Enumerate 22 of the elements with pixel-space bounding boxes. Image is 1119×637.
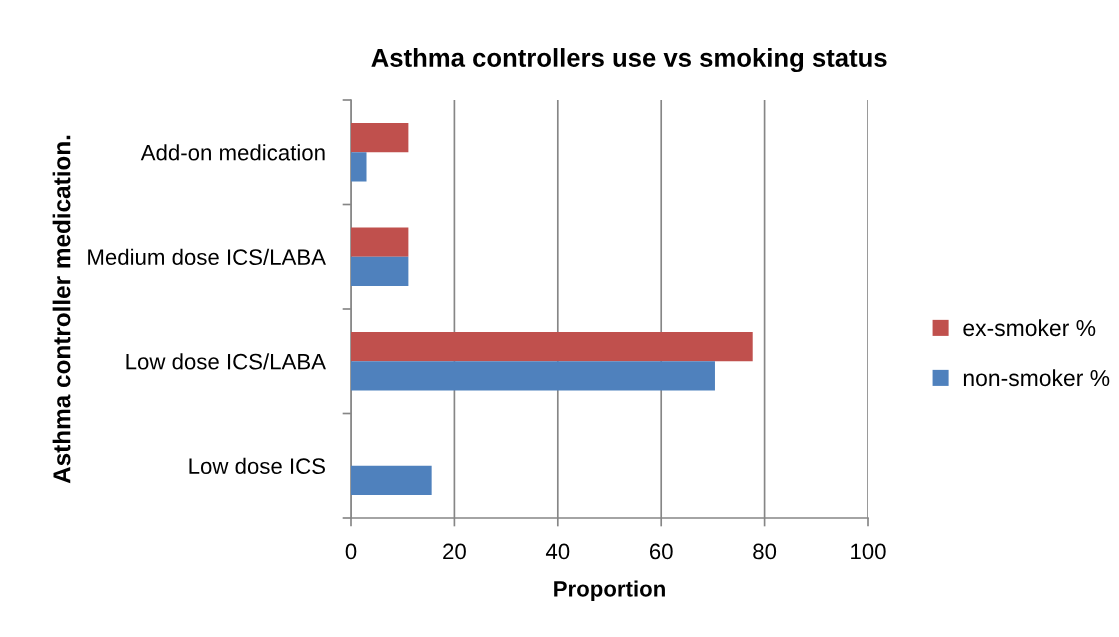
bar <box>351 361 715 391</box>
x-axis-title: Proportion <box>554 580 665 602</box>
x-tick-label: 80 <box>753 543 777 560</box>
y-axis-title: Asthma controller medication. <box>52 135 71 484</box>
bar <box>351 227 409 257</box>
bar <box>351 331 753 362</box>
legend-label: ex-smoker % <box>963 319 1096 337</box>
legend-label: non-smoker % <box>963 369 1110 387</box>
bar <box>351 152 367 182</box>
x-tick-label: 40 <box>545 543 570 560</box>
y-tick-label: Add-on medication <box>140 144 325 161</box>
y-tick-label: Low dose ICS/LABA <box>126 353 326 370</box>
chart-title: Asthma controllers use vs smoking status <box>371 48 887 73</box>
y-tick-label: Medium dose ICS/LABA <box>88 248 326 266</box>
y-tick-label: Low dose ICS <box>189 457 325 475</box>
x-tick-label: 60 <box>649 543 673 560</box>
bar <box>351 465 432 496</box>
x-tick-label: 100 <box>851 543 886 560</box>
x-tick-label: 0 <box>345 543 357 560</box>
x-tick-label: 20 <box>443 543 466 560</box>
bar <box>351 256 409 287</box>
bar <box>351 122 409 153</box>
